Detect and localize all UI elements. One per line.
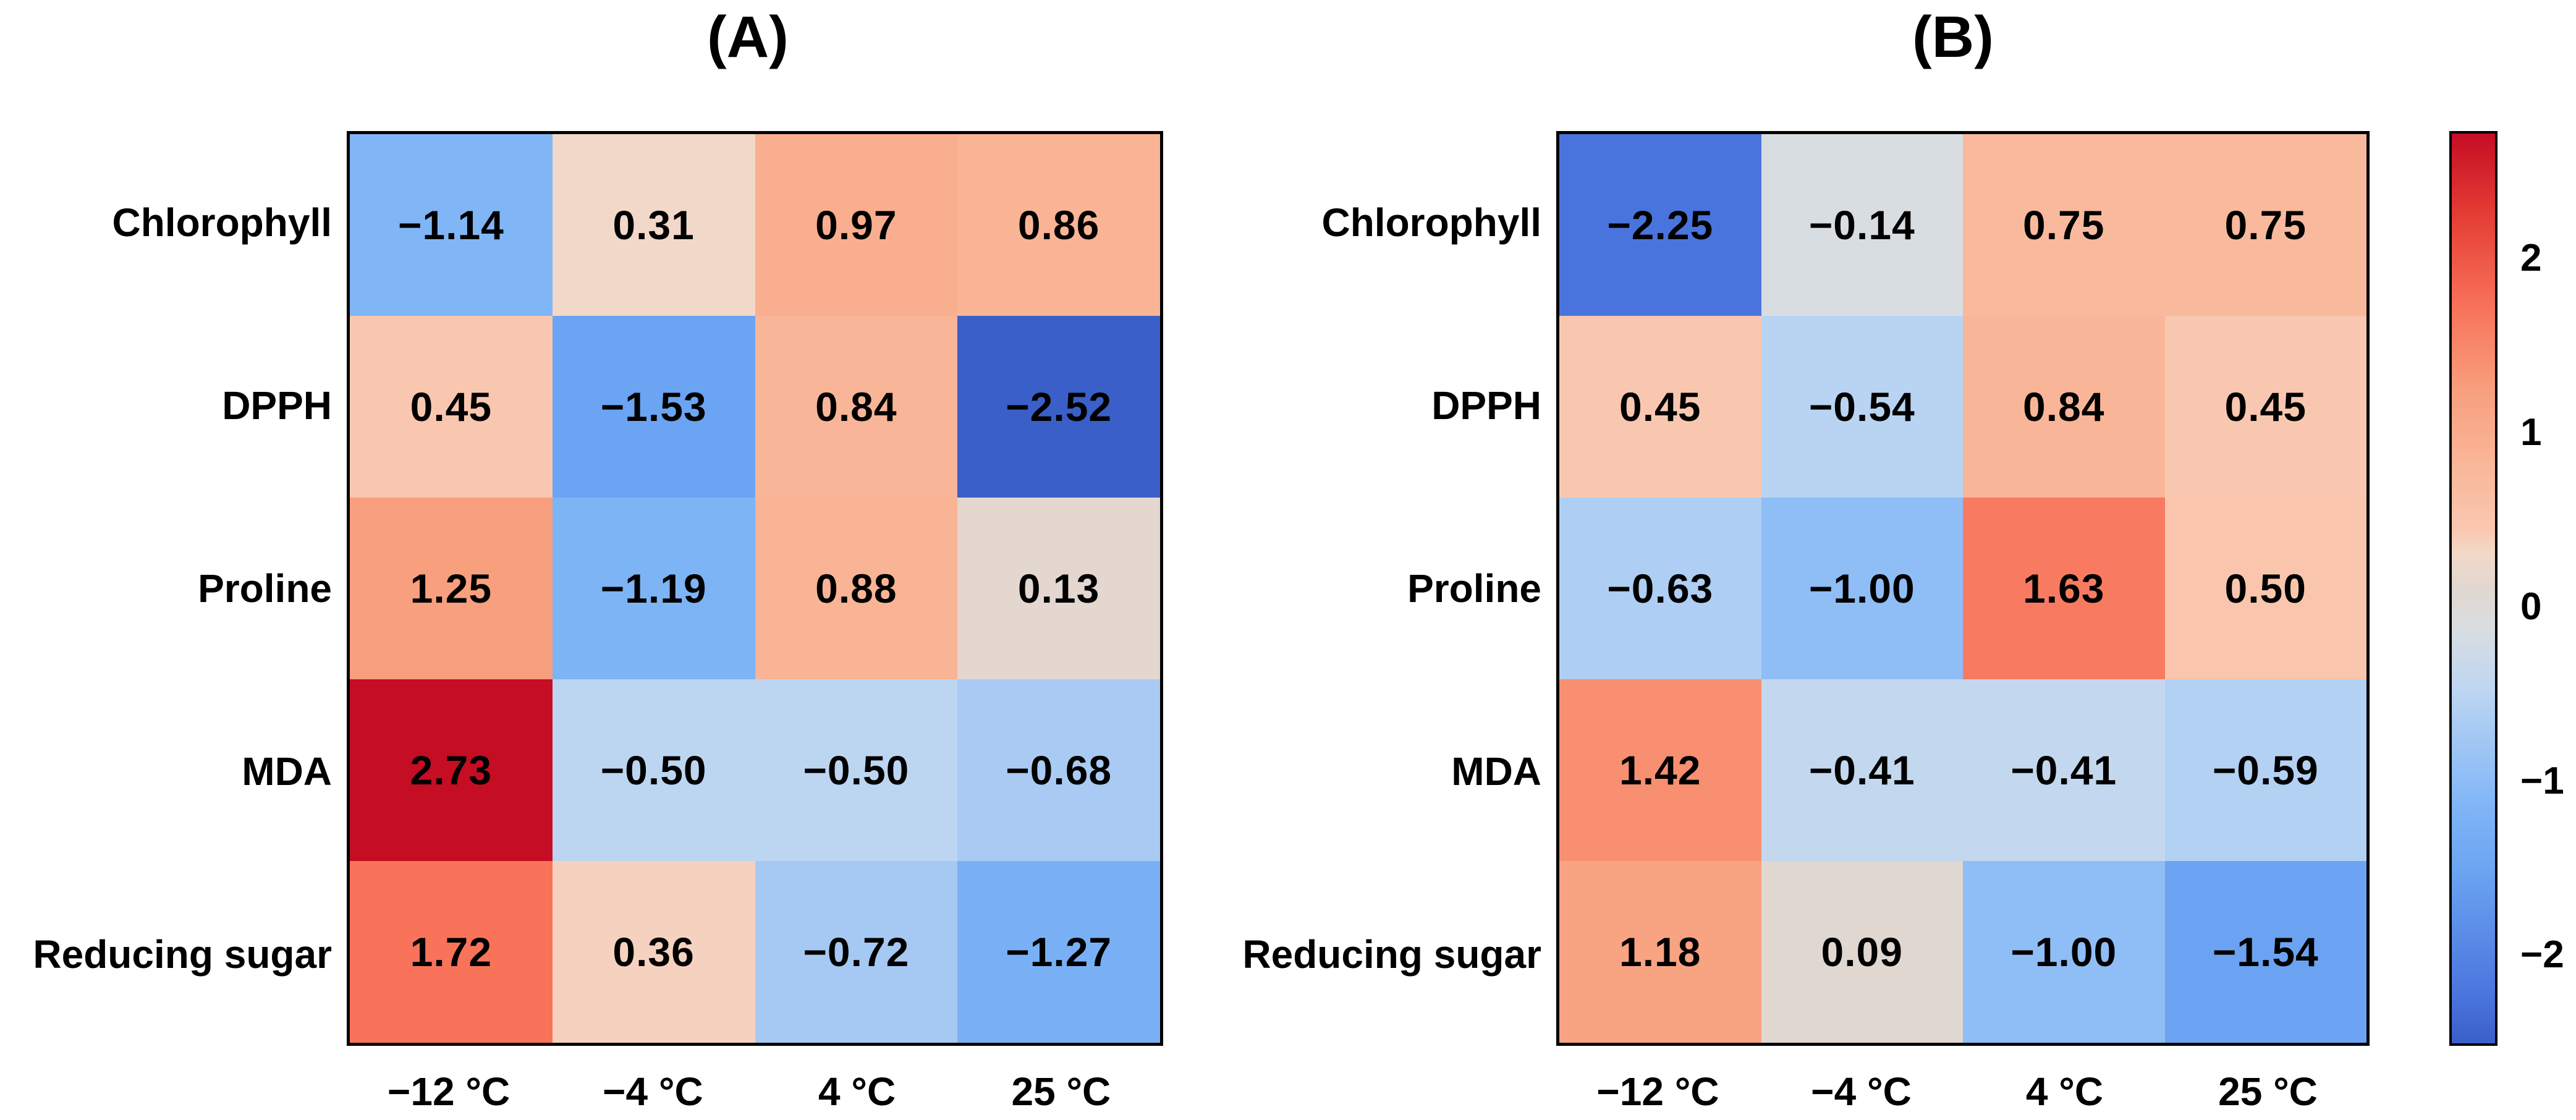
colorbar-tick-label-4: −2 [2520, 933, 2564, 977]
row-label-A-0: Chlorophyll [112, 200, 332, 245]
heatmap-cell-A-r1-c0: 0.45 [350, 316, 553, 498]
x-tick-label-A-2: 4 °C [818, 1069, 896, 1114]
x-tick-label-A-0: −12 °C [388, 1069, 511, 1114]
x-tick-label-A-1: −4 °C [603, 1069, 703, 1114]
heatmap-cell-B-r3-c1: −0.41 [1761, 679, 1963, 861]
heatmap-cell-A-r3-c1: −0.50 [552, 679, 755, 861]
heatmap-cell-B-r3-c3: −0.59 [2164, 679, 2366, 861]
heatmap-cell-A-r4-c3: −1.27 [957, 861, 1160, 1043]
row-label-A-2: Proline [198, 566, 332, 611]
heatmap-cell-B-r3-c2: −0.41 [1963, 679, 2165, 861]
heatmap-cell-A-r0-c3: 0.86 [957, 134, 1160, 316]
heatmap-cell-A-r1-c2: 0.84 [755, 316, 958, 498]
heatmap-cell-A-r4-c2: −0.72 [755, 861, 958, 1043]
heatmap-cell-A-r0-c2: 0.97 [755, 134, 958, 316]
heatmap-cell-B-r4-c2: −1.00 [1963, 861, 2165, 1043]
heatmap-cell-A-r1-c1: −1.53 [552, 316, 755, 498]
heatmap-cell-A-r2-c2: 0.88 [755, 498, 958, 679]
colorbar [2449, 131, 2498, 1046]
colorbar-gradient [2452, 134, 2495, 1043]
heatmap-cell-B-r0-c1: −0.14 [1761, 134, 1963, 316]
heatmap-cell-A-r4-c0: 1.72 [350, 861, 553, 1043]
heatmap-panel-a: −1.14 0.31 0.97 0.86 0.45 −1.53 0.84 −2.52 1.25−… [347, 131, 1163, 1046]
heatmap-cell-B-r4-c1: 0.09 [1761, 861, 1963, 1043]
heatmap-a-grid: −1.14 0.31 0.97 0.86 0.45 −1.53 0.84 −2.52 1.25−… [350, 134, 1160, 1043]
x-tick-label-A-3: 25 °C [1011, 1069, 1111, 1114]
x-tick-label-B-3: 25 °C [2218, 1069, 2318, 1114]
panel-a-title: (A) [707, 4, 789, 70]
heatmap-b-grid: −2.25 −0.14 0.75 0.75 0.45 −0.54 0.84 0.45 −0.63… [1559, 134, 2366, 1043]
heatmap-cell-B-r1-c0: 0.45 [1559, 316, 1761, 498]
heatmap-cell-B-r2-c2: 1.63 [1963, 498, 2165, 679]
heatmap-cell-A-r3-c3: −0.68 [957, 679, 1160, 861]
x-tick-label-B-2: 4 °C [2025, 1069, 2104, 1114]
heatmap-cell-B-r3-c0: 1.42 [1559, 679, 1761, 861]
x-tick-label-B-0: −12 °C [1596, 1069, 1719, 1114]
heatmap-cell-B-r0-c2: 0.75 [1963, 134, 2165, 316]
heatmap-panel-b: −2.25 −0.14 0.75 0.75 0.45 −0.54 0.84 0.45 −0.63… [1556, 131, 2370, 1046]
heatmap-cell-A-r3-c2: −0.50 [755, 679, 958, 861]
heatmap-cell-B-r1-c1: −0.54 [1761, 316, 1963, 498]
heatmap-cell-B-r0-c0: −2.25 [1559, 134, 1761, 316]
heatmap-cell-A-r1-c3: −2.52 [957, 316, 1160, 498]
row-label-B-3: MDA [1451, 749, 1541, 794]
row-label-A-4: Reducing sugar [33, 932, 332, 977]
row-label-B-2: Proline [1407, 566, 1541, 611]
heatmap-cell-B-r1-c2: 0.84 [1963, 316, 2165, 498]
row-label-A-3: MDA [242, 749, 332, 794]
colorbar-tick-label-1: 1 [2520, 410, 2542, 454]
heatmap-cell-B-r4-c0: 1.18 [1559, 861, 1761, 1043]
row-label-B-0: Chlorophyll [1321, 200, 1541, 245]
heatmap-cell-B-r4-c3: −1.54 [2164, 861, 2366, 1043]
heatmap-cell-B-r2-c0: −0.63 [1559, 498, 1761, 679]
heatmap-cell-A-r2-c0: 1.25 [350, 498, 553, 679]
heatmap-cell-A-r0-c1: 0.31 [552, 134, 755, 316]
heatmap-cell-A-r2-c3: 0.13 [957, 498, 1160, 679]
heatmap-cell-A-r2-c1: −1.19 [552, 498, 755, 679]
heatmap-cell-B-r0-c3: 0.75 [2164, 134, 2366, 316]
heatmap-cell-A-r3-c0: 2.73 [350, 679, 553, 861]
x-tick-label-B-1: −4 °C [1811, 1069, 1912, 1114]
heatmap-cell-A-r0-c0: −1.14 [350, 134, 553, 316]
row-label-A-1: DPPH [222, 383, 332, 428]
colorbar-tick-label-2: 0 [2520, 585, 2542, 628]
row-label-B-1: DPPH [1431, 383, 1541, 428]
panel-b-title: (B) [1912, 4, 1994, 70]
colorbar-tick-label-0: 2 [2520, 236, 2542, 279]
colorbar-tick-label-3: −1 [2520, 759, 2564, 802]
heatmap-cell-B-r2-c3: 0.50 [2164, 498, 2366, 679]
heatmap-cell-A-r4-c1: 0.36 [552, 861, 755, 1043]
row-label-B-4: Reducing sugar [1242, 932, 1541, 977]
heatmap-cell-B-r1-c3: 0.45 [2164, 316, 2366, 498]
heatmap-cell-B-r2-c1: −1.00 [1761, 498, 1963, 679]
